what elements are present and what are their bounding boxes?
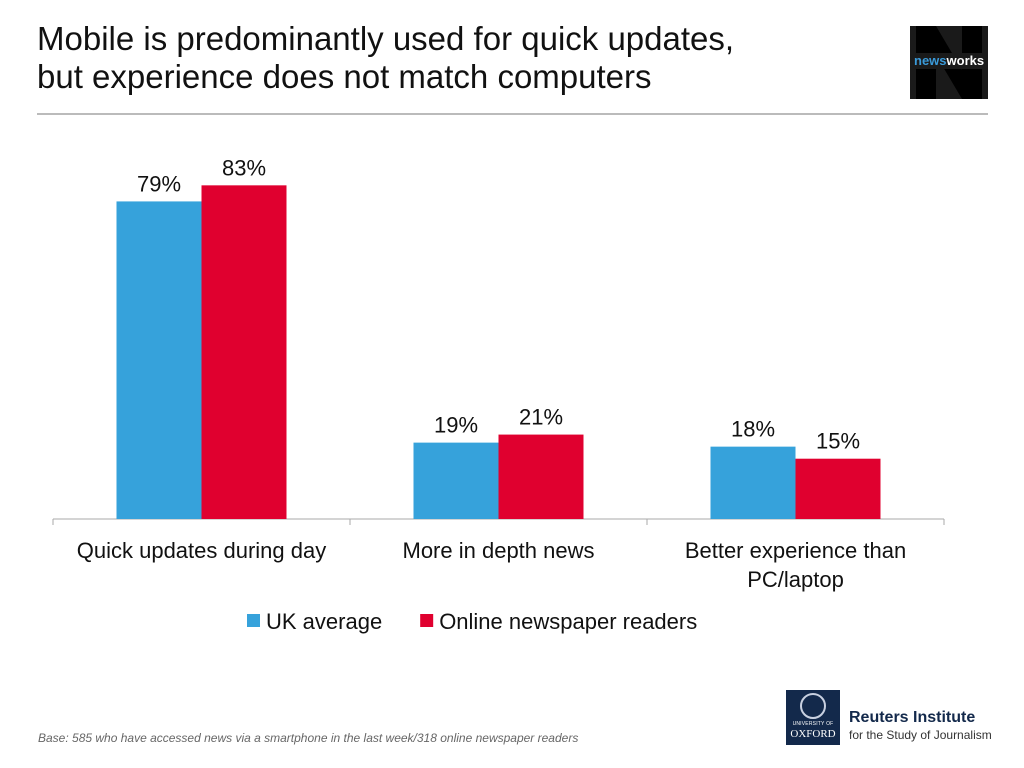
footnote: Base: 585 who have accessed news via a s… <box>38 731 579 745</box>
legend-swatch <box>420 614 434 627</box>
data-label: 83% <box>222 155 266 180</box>
oxford-crest-icon <box>800 693 826 719</box>
reuters-institute-logo: Reuters Institute for the Study of Journ… <box>849 708 992 743</box>
newsworks-prefix: news <box>914 53 947 68</box>
reuters-name: Reuters Institute <box>849 709 976 726</box>
bar-chart: 79% 83% Quick updates during day 19% 21% More… <box>52 155 945 634</box>
data-label: 79% <box>137 171 181 196</box>
reuters-sub: for the Study of Journalism <box>849 728 992 742</box>
bar <box>710 446 796 519</box>
oxford-name: OXFORD <box>790 728 836 740</box>
title-line-2: but experience does not match computers <box>37 58 652 95</box>
bar <box>116 201 202 520</box>
slide-title: Mobile is predominantly used for quick u… <box>37 20 734 96</box>
legend-label: Online newspaper readers <box>439 609 697 634</box>
bar <box>795 458 881 519</box>
oxford-university: UNIVERSITY OF <box>792 721 834 727</box>
category-label: Quick updates during day <box>77 538 327 563</box>
newsworks-logo: newsworks <box>910 26 988 99</box>
legend-label: UK average <box>266 609 382 634</box>
data-label: 15% <box>816 429 860 454</box>
newsworks-wordmark: newsworks <box>913 53 986 69</box>
data-label: 18% <box>731 417 775 442</box>
data-label: 21% <box>519 405 563 430</box>
category-label: Better experience than <box>685 538 906 563</box>
title-divider <box>37 113 988 115</box>
legend-swatch <box>247 614 260 627</box>
category-label: More in depth news <box>403 538 595 563</box>
newsworks-suffix: works <box>946 53 985 68</box>
data-label: 19% <box>434 413 478 438</box>
title-line-1: Mobile is predominantly used for quick u… <box>37 20 735 57</box>
category-label: PC/laptop <box>747 567 844 592</box>
bar <box>201 185 287 519</box>
bar <box>498 434 584 519</box>
oxford-logo: UNIVERSITY OF OXFORD <box>786 690 840 745</box>
bar <box>413 442 499 519</box>
